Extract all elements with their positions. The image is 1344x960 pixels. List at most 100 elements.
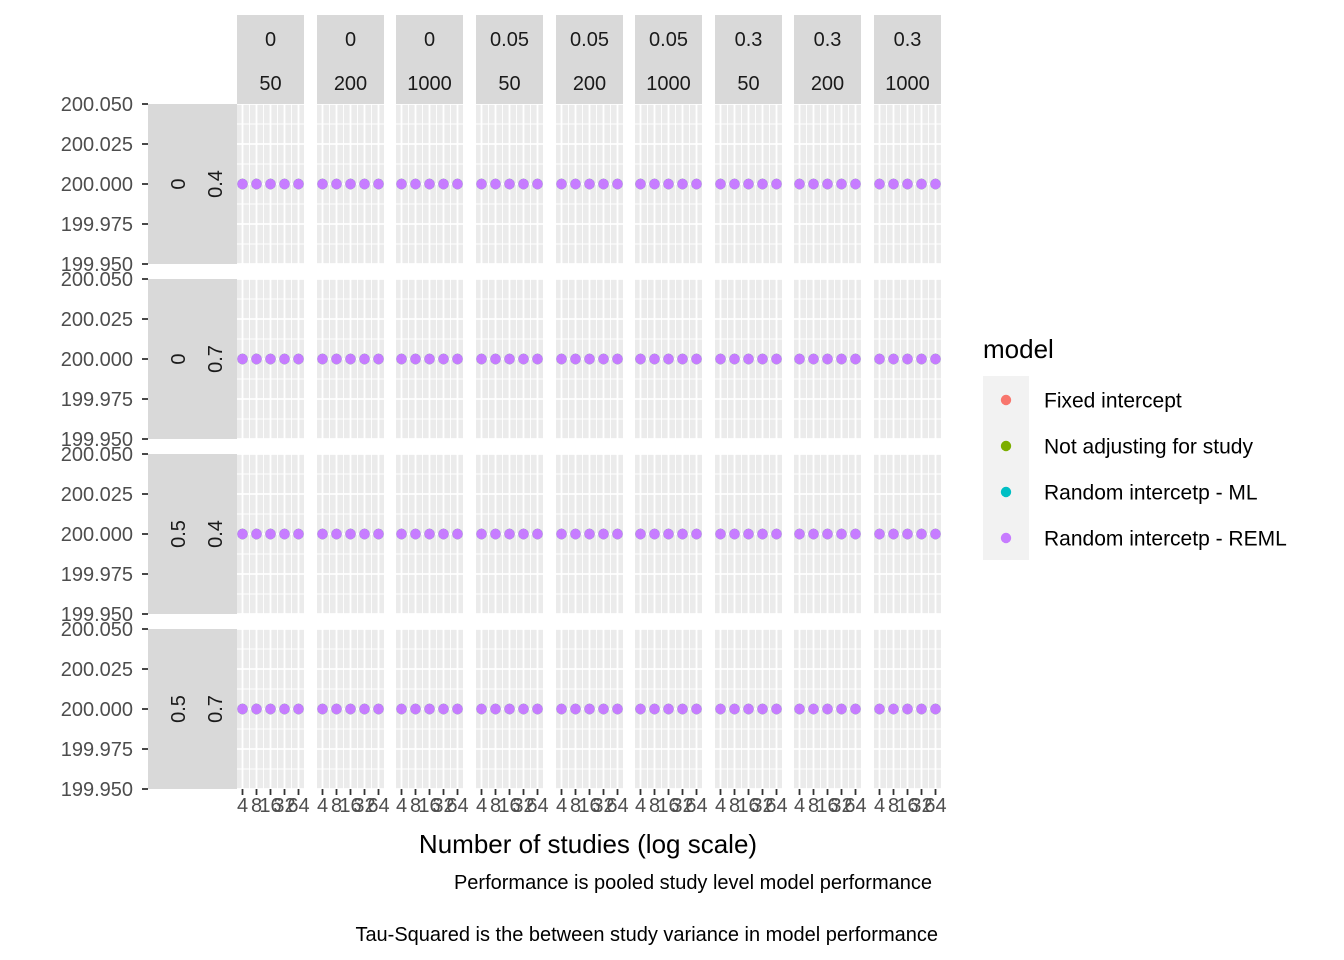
data-point (410, 703, 421, 715)
x-axis-tick-label: 4 (635, 795, 646, 817)
data-point (476, 178, 487, 190)
data-point (771, 353, 782, 365)
column-strip-label-bottom: 200 (811, 73, 844, 95)
data-point (850, 703, 861, 715)
x-axis-tick-label: 4 (317, 795, 328, 817)
data-point (293, 178, 304, 190)
data-point (279, 178, 290, 190)
data-point (794, 353, 805, 365)
y-axis-tick-label: 199.975 (61, 564, 133, 586)
y-axes: 200.050 200.025 200.000 199.975 199.950 200.0… (61, 94, 148, 801)
data-point (251, 353, 262, 365)
data-point (808, 353, 819, 365)
data-point (396, 703, 407, 715)
row-strip-label-outer: 0.5 (168, 520, 190, 548)
column-strip (556, 15, 623, 104)
panel (635, 453, 702, 615)
x-axis-tick-label: 16 (737, 795, 759, 817)
y-axis-tick-label: 200.000 (61, 699, 133, 721)
panel (396, 628, 463, 790)
data-point (237, 703, 248, 715)
data-point (424, 528, 435, 540)
data-point (331, 528, 342, 540)
legend-key (1000, 532, 1012, 544)
data-point (532, 703, 543, 715)
data-point (293, 353, 304, 365)
column-strip (237, 15, 304, 104)
legend-title: model (983, 334, 1054, 364)
data-point (504, 703, 515, 715)
data-point (345, 703, 356, 715)
data-point (584, 703, 595, 715)
x-axis-tick-label: 32 (830, 795, 852, 817)
column-strip-label-top: 0 (345, 29, 356, 51)
row-strip (148, 104, 237, 264)
panel (715, 628, 782, 790)
row-strip (148, 454, 237, 614)
panel (317, 628, 384, 790)
panel (635, 278, 702, 440)
data-point (635, 703, 646, 715)
data-point (345, 528, 356, 540)
x-axis-tick-label: 64 (765, 795, 787, 817)
data-point (293, 528, 304, 540)
data-point (691, 703, 702, 715)
column-strip-label-top: 0.05 (490, 29, 529, 51)
panel (476, 103, 543, 265)
column-strip (476, 15, 543, 104)
y-axis-tick-label: 200.000 (61, 174, 133, 196)
data-point (518, 528, 529, 540)
data-point (490, 178, 501, 190)
data-point (822, 353, 833, 365)
y-axis-tick-label: 200.000 (61, 349, 133, 371)
x-axis-tick-label: 4 (237, 795, 248, 817)
column-strip (317, 15, 384, 104)
data-point (902, 528, 913, 540)
x-axis-tick-label: 64 (526, 795, 548, 817)
data-point (556, 353, 567, 365)
y-axis-tick-label: 200.025 (61, 659, 133, 681)
x-axis-tick-label: 16 (896, 795, 918, 817)
data-point (822, 703, 833, 715)
data-point (359, 528, 370, 540)
x-axis-tick-label: 32 (273, 795, 295, 817)
data-point (888, 703, 899, 715)
column-strip-label-top: 0.3 (735, 29, 763, 51)
data-point (598, 353, 609, 365)
data-point (663, 703, 674, 715)
column-strip-label-bottom: 50 (259, 73, 281, 95)
data-point (452, 703, 463, 715)
data-point (452, 528, 463, 540)
data-point (916, 178, 927, 190)
y-axis-tick-label: 200.050 (61, 269, 133, 291)
column-strip-label-bottom: 50 (737, 73, 759, 95)
legend-key (1000, 440, 1012, 452)
column-strip-label-bottom: 200 (334, 73, 367, 95)
data-point (424, 353, 435, 365)
y-axis-tick-label: 200.025 (61, 134, 133, 156)
data-point (635, 353, 646, 365)
data-point (729, 178, 740, 190)
row-strip (148, 629, 237, 789)
row-strip-label-inner: 0.7 (205, 345, 227, 373)
data-point (916, 703, 927, 715)
data-point (930, 353, 941, 365)
y-axis-tick-label: 199.950 (61, 604, 133, 626)
data-point (438, 528, 449, 540)
panel (237, 278, 304, 440)
x-axis-tick-label: 64 (844, 795, 866, 817)
data-point (715, 703, 726, 715)
y-axis-tick-label: 200.050 (61, 94, 133, 116)
data-point (930, 528, 941, 540)
x-axis-tick-label: 16 (498, 795, 520, 817)
panel (317, 278, 384, 440)
data-point (902, 703, 913, 715)
column-strip-label-bottom: 1000 (407, 73, 452, 95)
panel (794, 278, 861, 440)
panel (556, 278, 623, 440)
y-axis-tick-label: 200.050 (61, 444, 133, 466)
data-point (635, 528, 646, 540)
x-axis-tick-label: 32 (592, 795, 614, 817)
x-axis-tick-label: 16 (657, 795, 679, 817)
